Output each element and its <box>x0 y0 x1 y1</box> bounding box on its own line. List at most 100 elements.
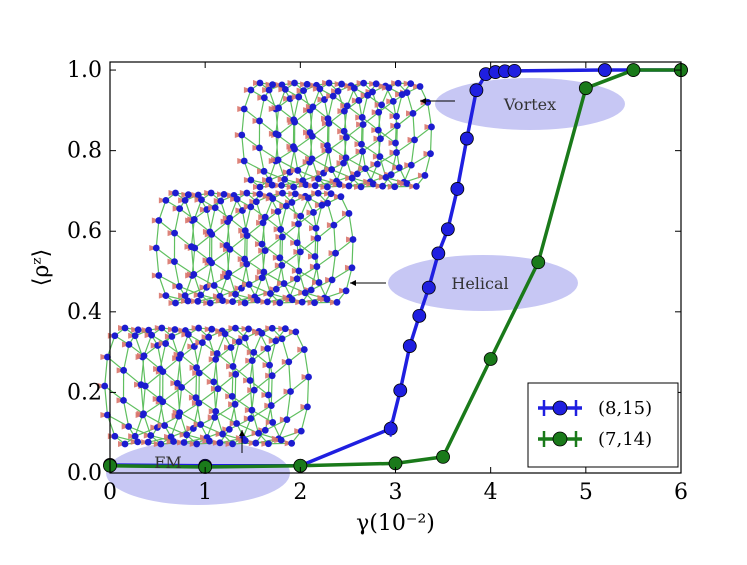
spin-site <box>211 413 219 421</box>
spin-site <box>277 436 285 444</box>
spin-site <box>170 438 177 445</box>
annotation-label: Vortex <box>503 95 556 114</box>
y-tick-label: 0.4 <box>67 300 102 325</box>
tube-rod <box>306 376 310 407</box>
spin-site <box>246 377 254 384</box>
spin-site <box>304 403 311 411</box>
spin-site <box>206 228 214 236</box>
spin-site <box>104 353 111 361</box>
spin-site <box>318 201 326 209</box>
tube-rod <box>356 151 364 175</box>
tube-rod <box>343 130 362 145</box>
spin-site <box>254 296 261 304</box>
spin-site <box>232 324 239 332</box>
spin-site <box>278 181 285 189</box>
spin-site <box>409 109 417 117</box>
x-tick-label: 3 <box>389 480 403 505</box>
spin-site <box>265 440 272 448</box>
spin-site <box>275 104 282 112</box>
spin-site <box>183 431 191 439</box>
spin-site <box>338 80 346 88</box>
data-point <box>578 81 593 96</box>
tube-rod <box>173 208 181 234</box>
spin-site <box>157 440 165 448</box>
spin-site <box>266 361 273 369</box>
spin-site <box>304 194 312 202</box>
y-axis-label: ⟨ρᶻ⟩ <box>29 249 54 286</box>
tube-rod <box>390 152 398 175</box>
tube-rod <box>296 242 300 271</box>
spin-site <box>281 325 289 333</box>
spin-site <box>240 105 248 113</box>
spin-site <box>281 85 289 93</box>
spin-site <box>297 212 305 220</box>
tube-rod <box>190 219 195 247</box>
spin-site <box>111 432 119 440</box>
tube-rod <box>293 96 300 120</box>
series-line-1 <box>109 68 681 469</box>
tube-rod <box>281 236 284 266</box>
tube-rod <box>122 400 130 427</box>
tube-rod <box>228 272 250 286</box>
tube-rod <box>271 361 290 377</box>
spin-site <box>357 183 365 191</box>
spin-site <box>288 199 296 206</box>
spin-site <box>241 437 249 444</box>
tube-rod <box>213 381 217 412</box>
tube-rod <box>289 148 296 173</box>
tube-rod <box>377 104 383 131</box>
tube-rod <box>155 247 160 276</box>
spin-site <box>327 190 335 198</box>
tube-rod <box>123 344 130 371</box>
spin-site <box>184 331 192 338</box>
spin-site <box>229 298 237 305</box>
tube-rod <box>194 233 213 249</box>
spin-site <box>393 149 400 156</box>
spin-site <box>247 86 255 94</box>
spin-site <box>276 299 284 307</box>
tube-rod <box>275 107 280 134</box>
spin-site <box>131 432 139 440</box>
tube-rod <box>361 116 379 131</box>
spin-site <box>140 352 148 360</box>
nanotube-insets <box>97 79 435 448</box>
tube-rod <box>300 406 309 432</box>
tube-rod <box>378 112 382 139</box>
spin-site <box>269 81 276 89</box>
annotations: Vortex Helical FM <box>154 95 556 472</box>
spin-site <box>293 275 301 283</box>
spin-site <box>120 396 127 404</box>
data-point <box>436 449 450 464</box>
spin-site <box>290 143 297 151</box>
tube-rod <box>254 277 263 298</box>
tube-rod <box>331 253 337 280</box>
spin-site <box>207 189 215 197</box>
tube-rod <box>311 158 332 171</box>
tube-rod <box>214 403 236 418</box>
spin-site <box>264 298 271 306</box>
spin-site <box>292 328 300 336</box>
spin-site <box>223 242 231 249</box>
spin-site <box>323 183 331 191</box>
spin-site <box>265 176 273 184</box>
spin-site <box>258 274 266 282</box>
annotation-arrowhead <box>350 280 356 286</box>
tube-rod <box>327 95 334 119</box>
tube-rod <box>215 410 237 425</box>
spin-site <box>220 191 228 198</box>
spin-site <box>324 115 332 123</box>
tube-rod <box>279 257 285 284</box>
spin-site <box>311 299 318 307</box>
spin-site <box>358 140 365 148</box>
spin-site <box>296 248 304 256</box>
spin-site <box>131 332 139 340</box>
x-tick-label: 2 <box>293 480 307 505</box>
tube-rod <box>345 157 366 170</box>
spin-site <box>279 189 286 197</box>
tube-rod <box>326 203 335 226</box>
tube-rod <box>162 357 180 373</box>
spin-site <box>280 280 288 287</box>
tube-rod <box>280 205 287 230</box>
tube-rod <box>193 199 203 220</box>
spin-site <box>134 438 142 446</box>
